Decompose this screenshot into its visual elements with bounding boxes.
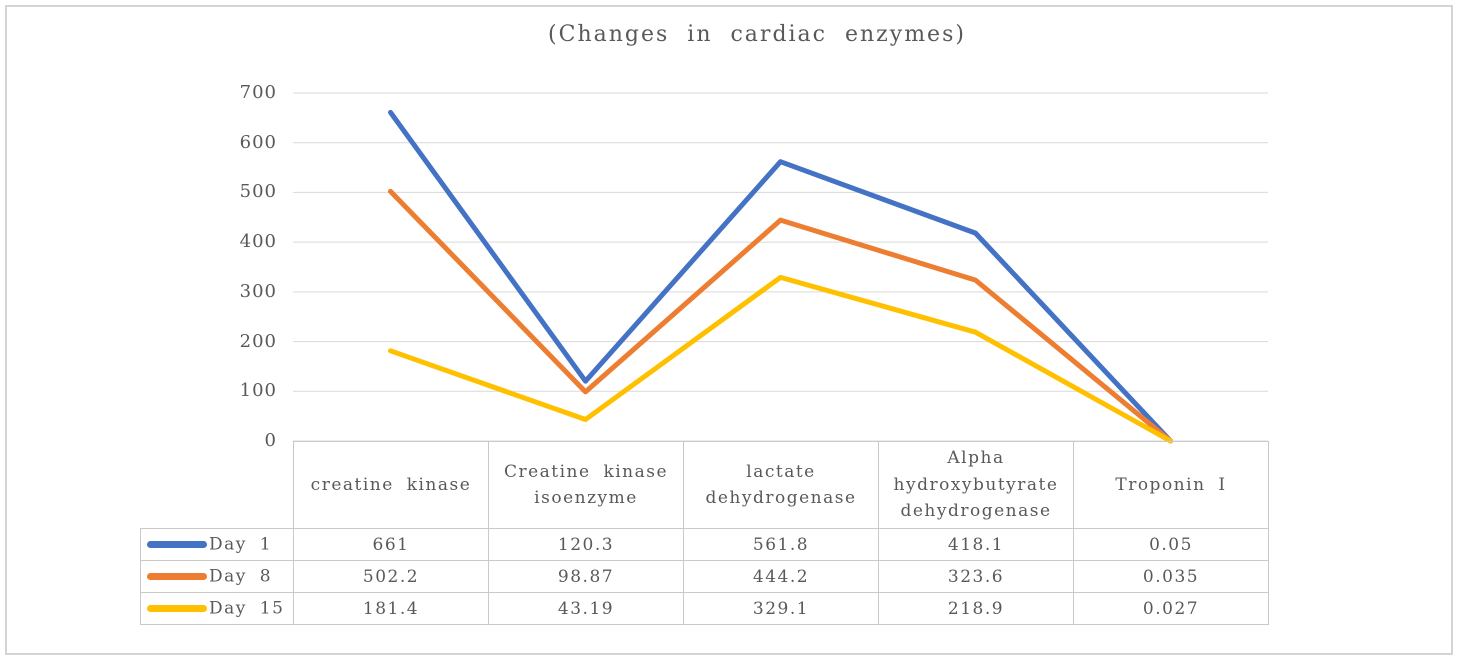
value-cell: 43.19 — [488, 592, 684, 625]
value-cell: 0.035 — [1073, 560, 1269, 593]
category-header-cell: Troponin I — [1073, 441, 1269, 529]
value-cell: 323.6 — [878, 560, 1074, 593]
y-axis-tick-label: 400 — [239, 231, 277, 252]
y-axis-tick-label: 200 — [239, 331, 277, 352]
value-cell: 181.4 — [293, 592, 489, 625]
chart-title: (Changes in cardiac enzymes) — [548, 22, 966, 47]
table-row: Day 8 502.2 98.87 444.2 323.6 0.035 — [140, 560, 1269, 593]
value-cell: 329.1 — [683, 592, 879, 625]
series-color-swatch — [147, 573, 207, 581]
series-color-swatch — [147, 605, 207, 613]
category-header-cell: Creatine kinase isoenzyme — [488, 441, 684, 529]
value-cell: 98.87 — [488, 560, 684, 593]
y-axis-tick-label: 100 — [239, 380, 277, 401]
value-cell: 661 — [293, 528, 489, 561]
category-header-cell: Alpha hydroxybutyrate dehydrogenase — [878, 441, 1074, 529]
value-cell: 120.3 — [488, 528, 684, 561]
table-row: Day 1 661 120.3 561.8 418.1 0.05 — [140, 528, 1269, 561]
table-corner-cell — [141, 442, 294, 529]
y-axis-tick-label: 600 — [239, 132, 277, 153]
category-header-cell: lactate dehydrogenase — [683, 441, 879, 529]
y-axis-tick-label: 700 — [239, 82, 277, 103]
legend-cell: Day 15 — [140, 592, 294, 625]
y-axis-tick-label: 300 — [239, 281, 277, 302]
value-cell: 502.2 — [293, 560, 489, 593]
series-name-label: Day 15 — [209, 598, 285, 619]
series-color-swatch — [147, 541, 207, 549]
series-name-label: Day 8 — [209, 566, 273, 587]
category-header-row: creatine kinase Creatine kinase isoenzym… — [141, 441, 1269, 529]
series-name-label: Day 1 — [209, 534, 273, 555]
table-row: Day 15 181.4 43.19 329.1 218.9 0.027 — [140, 592, 1269, 625]
legend-cell: Day 1 — [140, 528, 294, 561]
value-cell: 444.2 — [683, 560, 879, 593]
value-cell: 0.027 — [1073, 592, 1269, 625]
chart-data-table: creatine kinase Creatine kinase isoenzym… — [140, 441, 1269, 625]
y-axis-tick-label: 500 — [239, 181, 277, 202]
value-cell: 0.05 — [1073, 528, 1269, 561]
category-header-cell: creatine kinase — [293, 441, 489, 529]
legend-cell: Day 8 — [140, 560, 294, 593]
y-axis-tick-label: 0 — [264, 430, 277, 451]
value-cell: 418.1 — [878, 528, 1074, 561]
value-cell: 218.9 — [878, 592, 1074, 625]
value-cell: 561.8 — [683, 528, 879, 561]
